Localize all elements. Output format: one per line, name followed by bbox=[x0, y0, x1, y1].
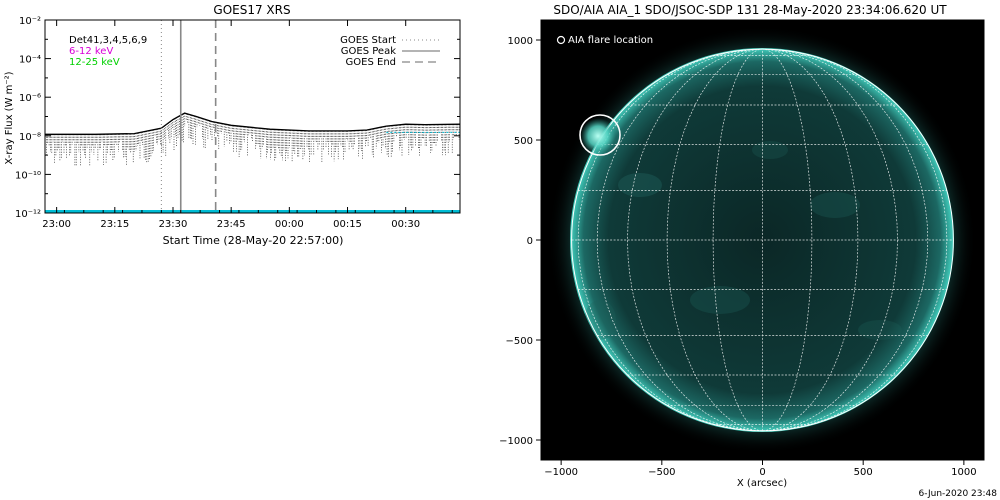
aia-flare-glow bbox=[580, 118, 616, 154]
goes-x-tick-label: 23:30 bbox=[159, 219, 188, 230]
goes-plot-area bbox=[45, 20, 460, 213]
aia-grid-lines bbox=[571, 48, 954, 432]
aia-x-tick-label: 1000 bbox=[951, 467, 976, 478]
aia-x-tick-label: −500 bbox=[648, 467, 675, 478]
goes-x-axis-label: Start Time (28-May-20 22:57:00) bbox=[163, 234, 344, 247]
aia-x-tick-label: −1000 bbox=[544, 467, 578, 478]
aia-limb-outline bbox=[571, 48, 954, 432]
goes-y-tick-label: 10⁻² bbox=[19, 16, 41, 27]
goes-noise bbox=[45, 113, 460, 167]
aia-x-ticks: −1000 −500 0 500 1000 bbox=[544, 460, 977, 478]
goes-legend-right: GOES Start GOES Peak GOES End bbox=[340, 35, 440, 68]
goes-y-tick-label: 10⁻¹² bbox=[15, 209, 41, 220]
aia-x-tick-label: 0 bbox=[759, 467, 765, 478]
goes-x-tick-label: 23:45 bbox=[217, 219, 246, 230]
goes-panel: GOES17 XRS 10⁻¹² 10⁻¹⁰ 10⁻⁸ 10⁻⁶ 10⁻⁴ 10⁻² 23… bbox=[4, 3, 461, 247]
aia-panel: SDO/AIA AIA_1 SDO/JSOC-SDP 131 28-May-20… bbox=[499, 3, 985, 489]
aia-y-tick-label: 1000 bbox=[508, 36, 533, 47]
aia-x-tick-label: 500 bbox=[854, 467, 873, 478]
aia-title: SDO/AIA AIA_1 SDO/JSOC-SDP 131 28-May-20… bbox=[553, 3, 947, 17]
goes-y-axis-label: X-ray Flux (W m⁻²) bbox=[4, 71, 15, 164]
goes-legend-peak: GOES Peak bbox=[341, 46, 396, 57]
aia-y-tick-label: 0 bbox=[527, 236, 533, 247]
goes-legend-12-25kev: 12-25 keV bbox=[69, 57, 120, 68]
goes-long-channel-line bbox=[45, 112, 460, 135]
aia-y-tick-label: 500 bbox=[514, 136, 533, 147]
goes-title: GOES17 XRS bbox=[213, 3, 290, 17]
aia-y-tick-label: −1000 bbox=[499, 436, 533, 447]
footer-timestamp: 6-Jun-2020 23:48 bbox=[919, 489, 998, 499]
goes-y-tick-label: 10⁻¹⁰ bbox=[15, 170, 41, 181]
goes-y-ticks: 10⁻¹² 10⁻¹⁰ 10⁻⁸ 10⁻⁶ 10⁻⁴ 10⁻² bbox=[15, 16, 460, 220]
aia-disk-texture bbox=[571, 48, 954, 432]
goes-legend-start: GOES Start bbox=[340, 35, 396, 46]
goes-legend-end: GOES End bbox=[346, 57, 396, 68]
goes-x-tick-label: 00:30 bbox=[391, 219, 420, 230]
goes-y-tick-label: 10⁻⁸ bbox=[19, 132, 41, 143]
goes-x-tick-label: 00:00 bbox=[275, 219, 304, 230]
aia-legend-marker bbox=[556, 35, 566, 45]
aia-x-axis-label: X (arcsec) bbox=[737, 478, 787, 489]
goes-y-tick-label: 10⁻⁶ bbox=[19, 93, 41, 104]
aia-y-ticks: 1000 500 0 −500 −1000 bbox=[499, 36, 541, 447]
goes-legend-6-12kev: 6-12 keV bbox=[69, 46, 113, 57]
goes-x-ticks: 23:00 23:15 23:30 23:45 00:00 00:15 00:30 bbox=[42, 20, 453, 230]
goes-legend-left: Det41,3,4,5,6,9 6-12 keV 12-25 keV bbox=[69, 35, 147, 68]
goes-x-tick-label: 23:15 bbox=[100, 219, 129, 230]
aia-legend-label: AIA flare location bbox=[568, 35, 653, 46]
aia-y-tick-label: −500 bbox=[506, 336, 533, 347]
goes-x-tick-label: 00:15 bbox=[333, 219, 362, 230]
aia-flare-location-marker[interactable] bbox=[579, 114, 621, 156]
aia-heliographic-grid bbox=[571, 48, 954, 432]
goes-noise-spikes bbox=[45, 113, 460, 167]
goes-y-tick-label: 10⁻⁴ bbox=[19, 55, 41, 66]
goes-legend-det: Det41,3,4,5,6,9 bbox=[69, 35, 147, 46]
goes-x-tick-label: 23:00 bbox=[42, 219, 71, 230]
